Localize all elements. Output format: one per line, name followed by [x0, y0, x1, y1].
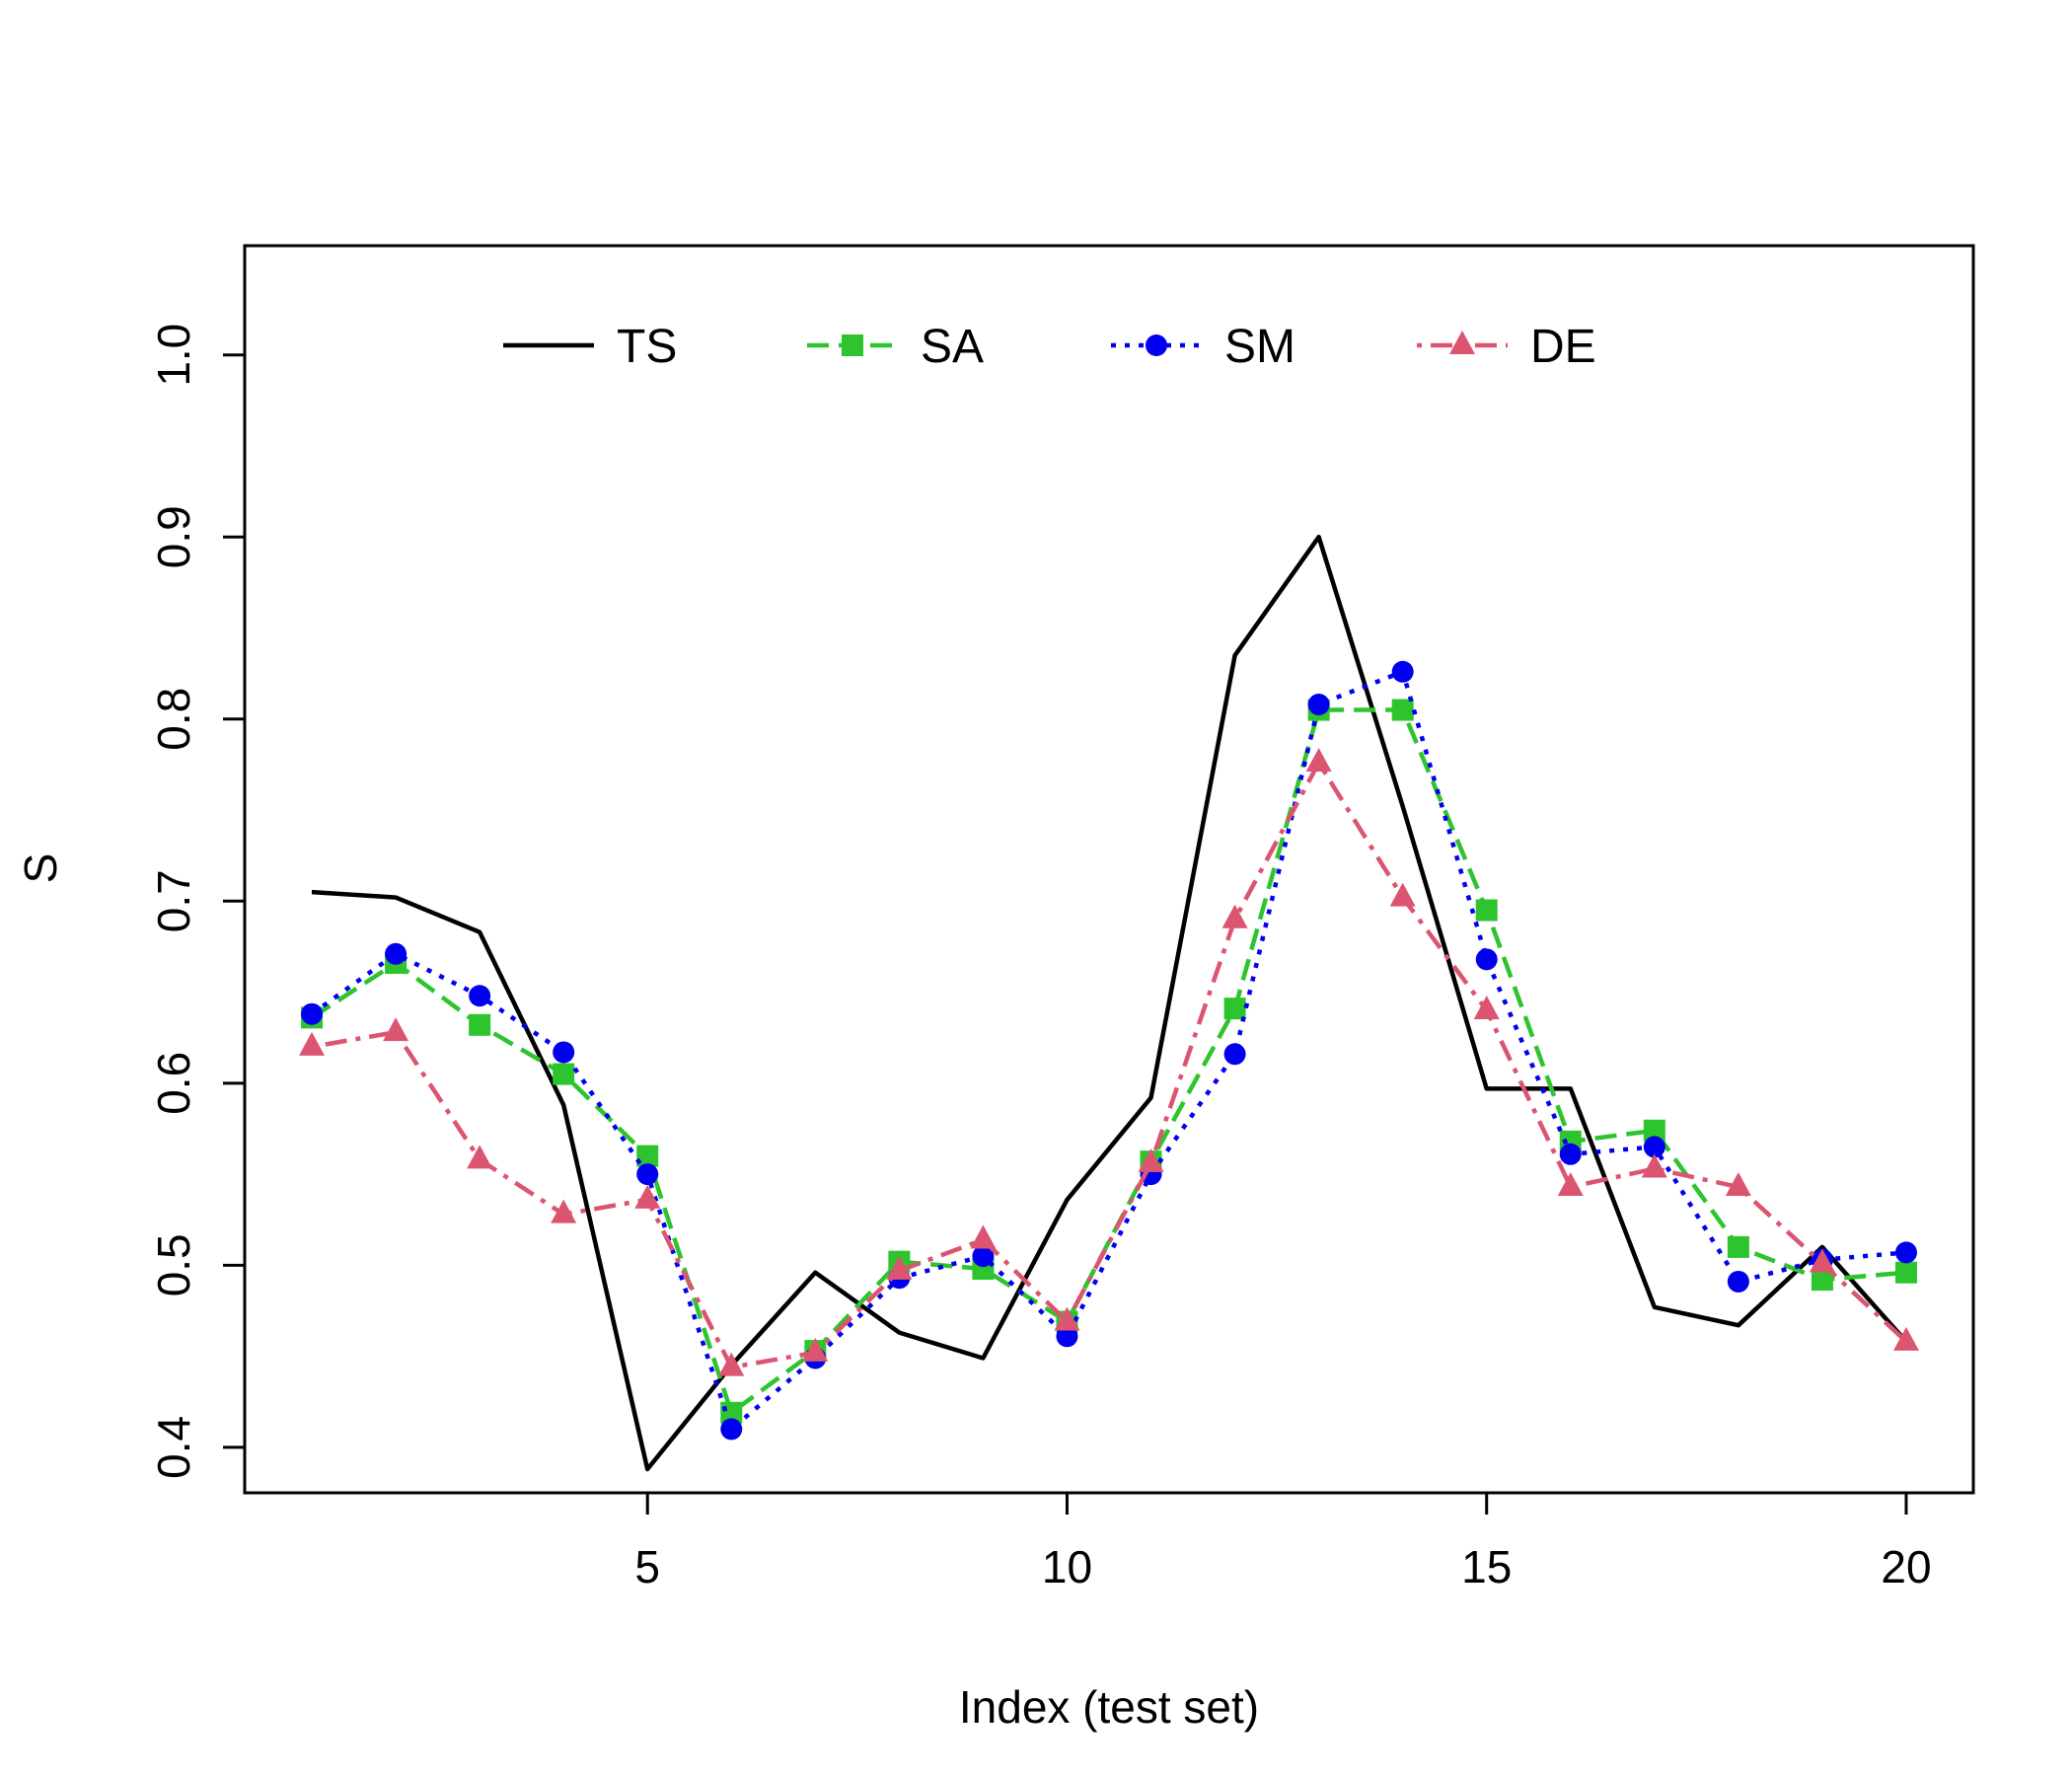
x-axis-title: Index (test set) [959, 1681, 1259, 1733]
legend-marker [1146, 334, 1167, 356]
data-point-sa [1894, 1261, 1917, 1284]
data-point-sm [1727, 1270, 1749, 1293]
data-point-sa [553, 1063, 575, 1085]
series-line-de [311, 760, 1908, 1369]
data-point-de [299, 1031, 326, 1056]
data-point-sa [469, 1013, 491, 1036]
data-point-de [1054, 1306, 1080, 1331]
data-point-sa [1727, 1235, 1749, 1258]
legend-label: SM [1224, 321, 1295, 373]
data-point-sm [301, 1002, 324, 1025]
data-point-de [1305, 748, 1332, 773]
data-point-sm [720, 1418, 743, 1441]
legend-item-sm: SM [1111, 321, 1295, 373]
data-point-de [802, 1337, 829, 1362]
data-point-sa [1223, 998, 1246, 1020]
data-point-de [886, 1255, 913, 1280]
y-tick-label: 0.6 [148, 1052, 199, 1115]
data-point-sm [1056, 1325, 1078, 1348]
legend-item-de: DE [1417, 321, 1596, 373]
y-axis-title: S [15, 853, 66, 884]
data-point-sa [1391, 699, 1414, 721]
data-point-de [1892, 1326, 1919, 1351]
data-point-sm [385, 942, 407, 965]
data-point-de [718, 1352, 745, 1376]
data-point-sa [1643, 1119, 1665, 1142]
data-point-sm [1307, 694, 1330, 716]
y-tick-label: 0.7 [148, 869, 199, 932]
data-point-sa [636, 1145, 659, 1167]
series-line-sa [310, 707, 1907, 1416]
data-point-sm [636, 1163, 659, 1186]
data-point-de [970, 1224, 997, 1249]
y-tick-label: 0.9 [148, 505, 199, 568]
x-tick-label: 10 [1042, 1541, 1092, 1592]
legend-label: TS [617, 321, 677, 373]
data-point-sm [972, 1245, 995, 1268]
data-point-de [1138, 1148, 1164, 1173]
data-point-de [551, 1199, 577, 1223]
data-point-sm [1559, 1143, 1582, 1165]
series-line-ts [311, 534, 1908, 1472]
data-point-sm [1391, 660, 1414, 683]
legend-label: DE [1530, 321, 1596, 373]
plot-frame [243, 244, 1975, 1495]
x-tick-label: 20 [1881, 1541, 1931, 1592]
legend: TS SA SM DE [503, 321, 1596, 373]
y-axis: 0.4 0.5 0.6 0.7 0.8 0.9 1.0 [148, 324, 247, 1479]
series-de [299, 748, 1919, 1376]
data-point-de [1641, 1153, 1667, 1178]
data-point-de [467, 1145, 493, 1169]
series-ts [311, 534, 1908, 1472]
legend-item-ts: TS [503, 321, 677, 373]
data-point-sa [1811, 1269, 1833, 1292]
data-point-de [634, 1184, 661, 1209]
legend-marker [842, 334, 863, 356]
data-point-sm [469, 985, 491, 1007]
data-point-de [1473, 996, 1500, 1020]
data-point-sm [553, 1041, 575, 1064]
y-tick-label: 0.5 [148, 1233, 199, 1296]
data-point-de [1389, 882, 1416, 907]
legend-marker [1449, 331, 1475, 354]
data-point-de [1557, 1171, 1584, 1196]
series-layer [299, 534, 1919, 1472]
series-sm [301, 660, 1917, 1441]
x-tick-label: 15 [1461, 1541, 1512, 1592]
data-point-de [1809, 1248, 1835, 1273]
data-point-de [1725, 1171, 1751, 1196]
data-point-sa [1475, 899, 1498, 922]
data-point-sm [1643, 1136, 1665, 1158]
legend-item-sa: SA [807, 321, 984, 373]
data-point-de [383, 1017, 409, 1042]
series-line-sm [310, 669, 1907, 1432]
x-axis: 5 10 15 20 [634, 1491, 1932, 1592]
data-point-sm [1223, 1043, 1246, 1066]
data-point-sm [1894, 1241, 1917, 1264]
data-point-sm [1475, 948, 1498, 971]
y-tick-label: 0.4 [148, 1416, 199, 1479]
y-tick-label: 0.8 [148, 688, 199, 751]
y-tick-label: 1.0 [148, 324, 199, 387]
legend-label: SA [921, 321, 984, 373]
data-point-de [1221, 904, 1248, 928]
x-tick-label: 5 [634, 1541, 660, 1592]
